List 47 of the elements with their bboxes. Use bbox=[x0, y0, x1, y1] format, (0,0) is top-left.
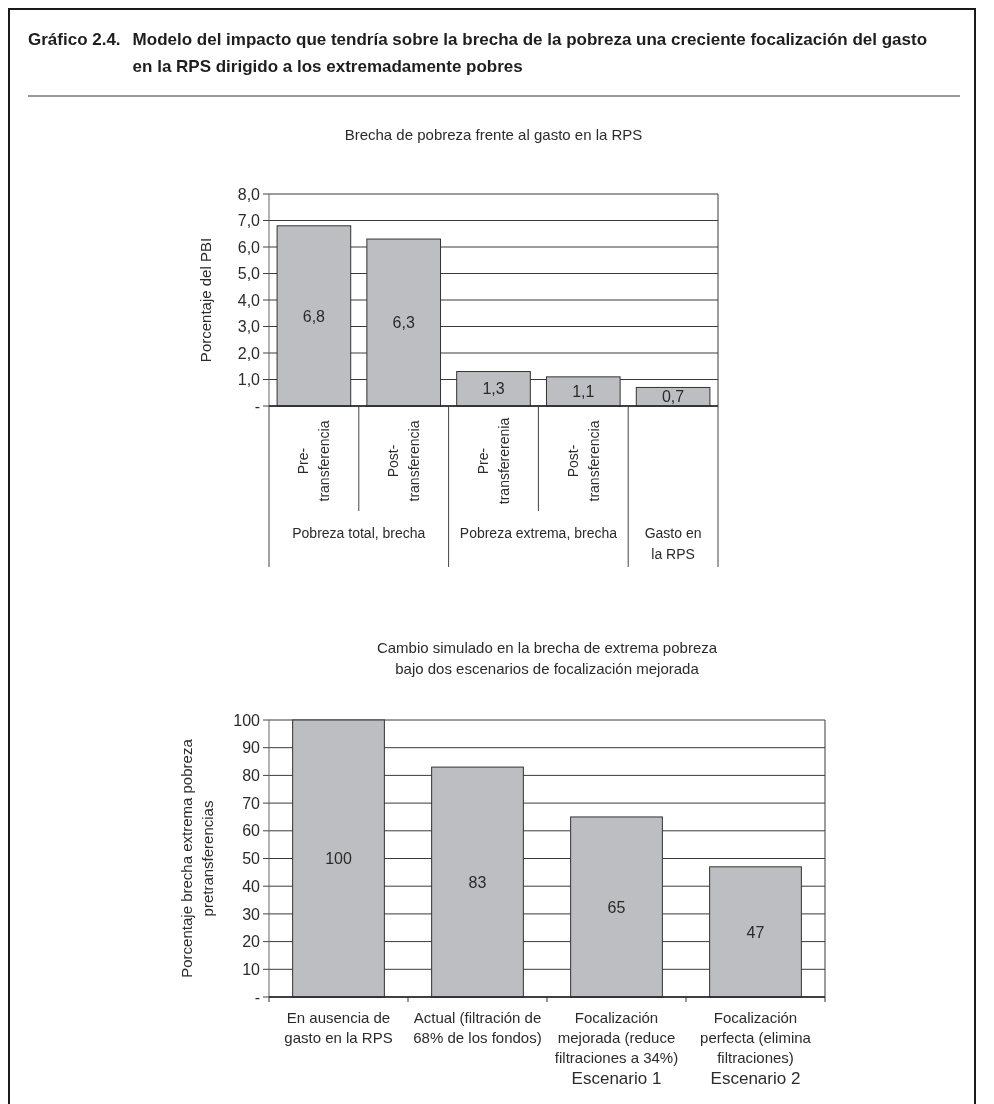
y-tick-label: 90 bbox=[242, 739, 261, 757]
y-tick-label: 6,0 bbox=[237, 238, 261, 256]
data-label: 1,1 bbox=[572, 383, 595, 401]
y-tick-label: 4,0 bbox=[237, 291, 261, 309]
y-axis-title: Porcentaje brecha extrema pobreza pretransferencias bbox=[178, 738, 217, 978]
y-tick-label: 5,0 bbox=[237, 265, 261, 283]
x-tick-label: Pre-transferencia bbox=[295, 420, 333, 502]
y-tick-label: 7,0 bbox=[237, 212, 261, 230]
y-tick-label: 10 bbox=[242, 960, 261, 978]
chart-title: Cambio simulado en la brecha de extrema pobreza bajo dos escenarios de focalización mejorada bbox=[376, 639, 718, 677]
y-tick-label: 70 bbox=[242, 794, 261, 812]
x-tick-label: Post-transferencia bbox=[385, 420, 423, 502]
text: Escenario 2 bbox=[710, 1068, 801, 1088]
y-tick-label: 100 bbox=[233, 711, 261, 729]
y-tick-label: 80 bbox=[242, 767, 261, 784]
y-tick-label: 3,0 bbox=[237, 318, 261, 336]
data-label: 47 bbox=[746, 923, 765, 941]
y-tick-label: 8,0 bbox=[237, 185, 261, 203]
x-tick-label: En ausencia de gasto en la RPS bbox=[284, 1009, 393, 1047]
y-tick-label: 60 bbox=[242, 822, 261, 840]
text: Pobreza extrema, brecha bbox=[459, 524, 618, 541]
text: Pobreza total, brecha bbox=[292, 524, 426, 541]
y-axis-title: Porcentaje del PBI bbox=[197, 237, 215, 363]
x-tick-label: Focalización mejorada (reduce filtraciones a 34%) bbox=[554, 1009, 679, 1067]
y-tick-label: - bbox=[254, 397, 260, 415]
y-tick-label: 1,0 bbox=[237, 371, 261, 389]
text: Gasto en la RPS bbox=[644, 524, 702, 562]
x-tick-label: Pre-transfererenia bbox=[474, 417, 512, 505]
x-tick-label: Focalización perfecta (elimina filtraciones) bbox=[700, 1009, 812, 1067]
chart-title: Gráfico 2.4. Modelo del impacto que tendría sobre la brecha de la pobreza una creciente focalización del gasto en la RPS dirigido a los extremadamente pobres bbox=[28, 30, 928, 76]
data-label: 83 bbox=[468, 873, 487, 891]
chart-subtitle: Brecha de pobreza frente al gasto en la RPS bbox=[344, 126, 643, 143]
data-label: 100 bbox=[325, 850, 352, 868]
x-tick-label: Actual (filtración de 68% de los fondos) bbox=[413, 1009, 542, 1047]
y-tick-label: 40 bbox=[242, 877, 261, 895]
y-tick-label: 30 bbox=[242, 905, 261, 923]
data-label: 1,3 bbox=[482, 380, 505, 398]
x-tick-label: Post-transferencia bbox=[564, 420, 602, 502]
y-tick-label: 50 bbox=[242, 850, 261, 868]
text: Escenario 1 bbox=[571, 1068, 662, 1088]
data-label: 0,7 bbox=[661, 388, 685, 406]
y-tick-label: - bbox=[254, 988, 260, 1006]
data-label: 65 bbox=[607, 898, 626, 916]
data-label: 6,3 bbox=[392, 314, 415, 332]
data-label: 6,8 bbox=[302, 307, 326, 325]
y-tick-label: 20 bbox=[242, 933, 261, 951]
y-tick-label: 2,0 bbox=[237, 344, 261, 362]
